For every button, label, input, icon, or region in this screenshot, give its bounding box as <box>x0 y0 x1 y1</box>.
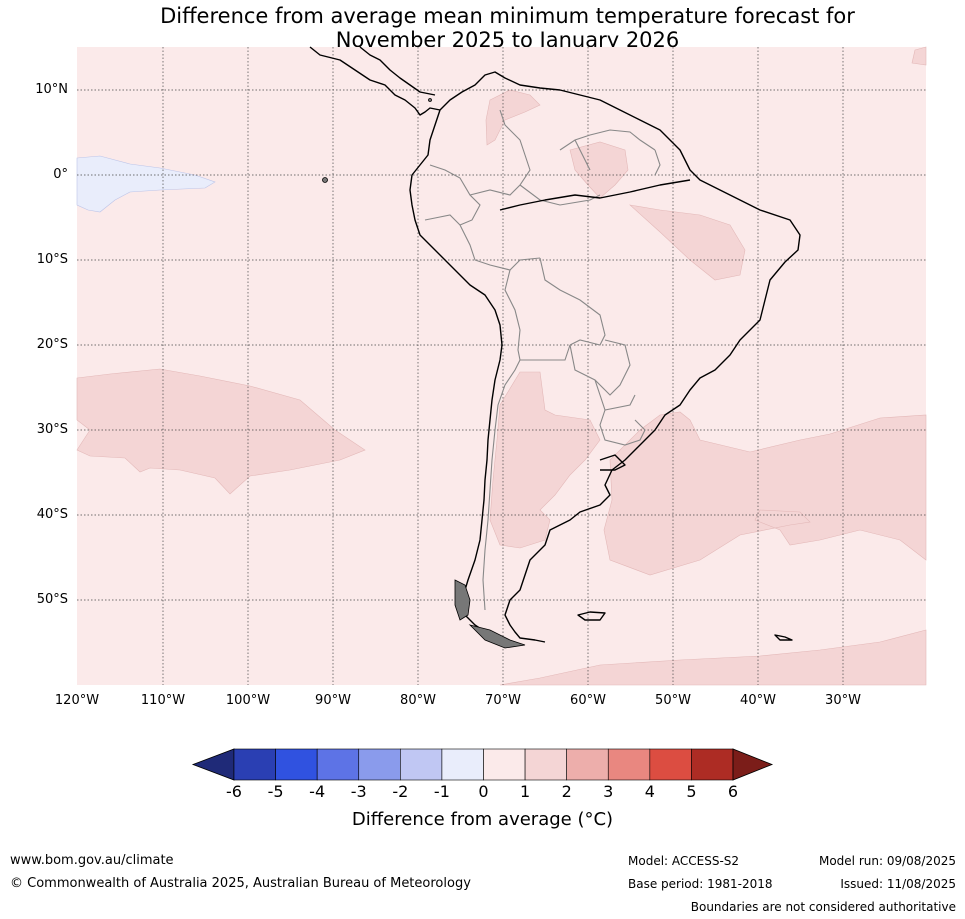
anomaly-minus1-to-0-region <box>76 155 216 213</box>
coastline <box>309 46 801 646</box>
title-line-1: Difference from average mean minimum tem… <box>160 4 855 28</box>
amazon-river <box>499 179 691 211</box>
central-america-north <box>359 46 436 96</box>
anomaly-1-to-2-regions <box>76 46 927 686</box>
disclaimer-text: Boundaries are not considered authoritat… <box>690 900 956 914</box>
colorbar-box <box>524 748 567 781</box>
map-title: Difference from average mean minimum tem… <box>0 4 965 52</box>
colorbar-tick-label: -2 <box>392 782 409 801</box>
colorbar-extend-high <box>732 748 774 781</box>
region-amazon <box>569 141 629 199</box>
model-text: Model: ACCESS-S2 <box>628 854 740 868</box>
colorbar-box <box>691 748 734 781</box>
south-america-coast <box>439 71 801 643</box>
colorbar-tick-label: 2 <box>561 782 572 801</box>
region-southern-ocean <box>499 629 927 686</box>
colorbar-box <box>607 748 651 781</box>
lat-label-40s: 40°S <box>36 507 68 522</box>
colorbar-tick-label: -1 <box>433 782 450 801</box>
region-argentina <box>489 371 601 549</box>
lon-label-40w: 40°W <box>740 693 776 708</box>
colorbar-title: Difference from average (°C) <box>351 809 614 830</box>
colorbar-tick-label: 0 <box>478 782 489 801</box>
colorbar-tick-label: 3 <box>603 782 614 801</box>
base-period-text: Base period: 1981-2018 <box>628 877 773 891</box>
copyright-text: © Commonwealth of Australia 2025, Austra… <box>10 876 471 891</box>
region-caribbean <box>485 89 541 146</box>
lon-label-70w: 70°W <box>485 693 521 708</box>
colorbar-tick-label: 6 <box>727 782 739 801</box>
colorbar-extend-low <box>191 748 235 781</box>
lon-label-120w: 120°W <box>54 693 100 708</box>
model-run-text: Model run: 09/08/2025 <box>818 854 956 868</box>
graticule <box>77 47 926 685</box>
central-america-coast <box>309 46 441 116</box>
pacific-coast <box>409 109 521 646</box>
south-georgia <box>774 634 793 641</box>
colorbar-box <box>275 748 318 781</box>
region-south-atlantic <box>603 411 927 576</box>
colorbar-box <box>316 748 360 781</box>
colorbar-box <box>441 748 484 781</box>
region-south-pacific <box>76 368 366 495</box>
lat-label-30s: 30°S <box>36 422 68 437</box>
colorbar-tick-label: 5 <box>686 782 697 801</box>
country-borders <box>424 109 661 611</box>
lon-label-100w: 100°W <box>225 693 271 708</box>
lon-label-80w: 80°W <box>400 693 436 708</box>
colorbar-tick-label: -4 <box>309 782 326 801</box>
lon-label-90w: 90°W <box>315 693 351 708</box>
lon-label-50w: 50°W <box>655 693 691 708</box>
rio-de-la-plata <box>599 454 626 471</box>
lat-label-10n: 10°N <box>35 82 68 97</box>
map-background <box>77 47 926 685</box>
islands <box>322 98 526 649</box>
lon-label-30w: 30°W <box>825 693 861 708</box>
colorbar-tick-label: -6 <box>226 782 242 801</box>
colorbar-box <box>233 748 276 781</box>
colorbar-tick-label: -5 <box>267 782 284 801</box>
lat-label-0: 0° <box>53 167 68 182</box>
falklands <box>577 611 606 621</box>
lon-label-60w: 60°W <box>570 693 606 708</box>
lat-label-20s: 20°S <box>36 337 68 352</box>
issued-text: Issued: 11/08/2025 <box>840 877 956 891</box>
colorbar-box <box>649 748 692 781</box>
colorbar-box <box>566 748 609 781</box>
website-text: www.bom.gov.au/climate <box>10 853 174 868</box>
region-brazil-northeast <box>629 204 746 281</box>
region-northeast-corner <box>911 46 927 66</box>
colorbar-box <box>400 748 443 781</box>
colorbar-box <box>358 748 401 781</box>
colorbar-tick-label: -3 <box>350 782 367 801</box>
lat-label-50s: 50°S <box>36 592 68 607</box>
colorbar-tick-label: 1 <box>519 782 531 801</box>
colorbar-tick-label: 4 <box>644 782 655 801</box>
lon-label-110w: 110°W <box>140 693 186 708</box>
lat-label-10s: 10°S <box>36 252 68 267</box>
colorbar-box <box>483 748 526 781</box>
